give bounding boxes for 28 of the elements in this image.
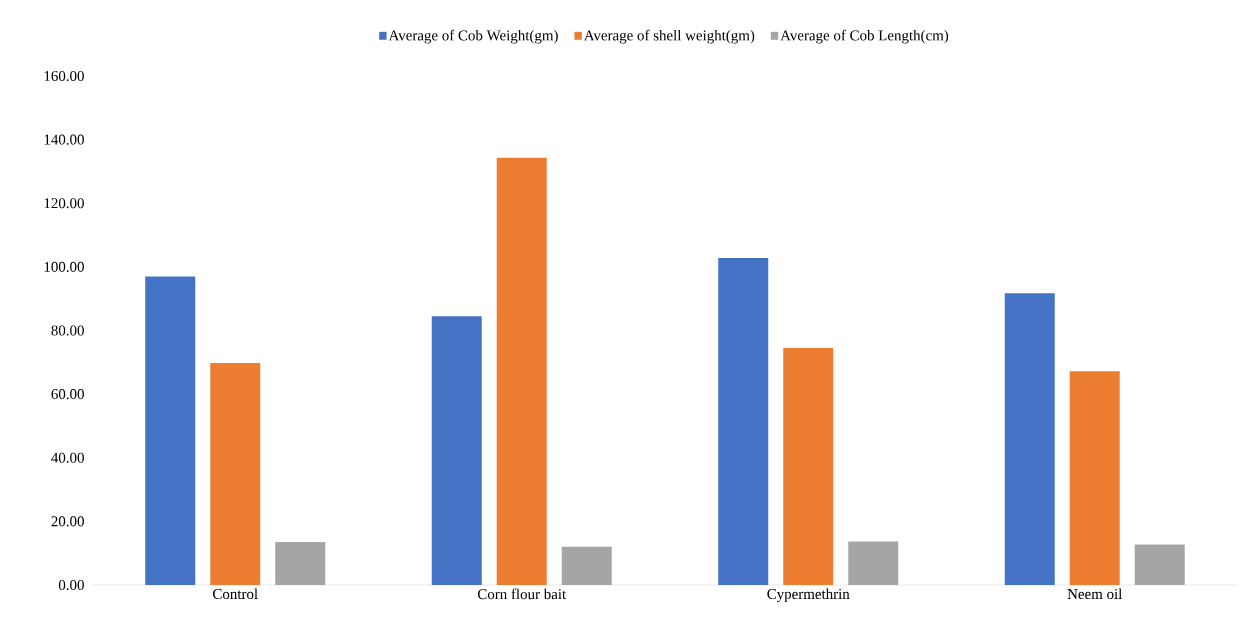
y-tick-label: 40.00 [51, 452, 84, 463]
bar [275, 542, 326, 585]
bar [496, 157, 547, 585]
bar [145, 276, 196, 585]
x-tick-label: Cypermethrin [767, 588, 850, 603]
x-tick-label: Control [213, 588, 258, 600]
bar [1069, 371, 1120, 585]
y-tick-label: 140.00 [44, 134, 84, 145]
bar [1134, 544, 1185, 585]
y-tick-label: 160.00 [44, 70, 84, 82]
y-tick-label: 20.00 [51, 516, 84, 527]
legend-label: Average of shell weight(gm) [583, 29, 755, 44]
legend-label: Average of Cob Length(cm) [780, 29, 949, 44]
y-tick-label: 80.00 [51, 325, 84, 336]
x-tick-label: Corn flour bait [477, 588, 567, 600]
x-tick-label: Neem oil [1067, 588, 1123, 600]
bar [783, 347, 834, 585]
y-tick-label: 60.00 [51, 389, 84, 400]
bar [1004, 293, 1055, 585]
bar [718, 257, 769, 585]
bar [210, 362, 261, 585]
legend-label: Average of Cob Weight(gm) [388, 29, 558, 44]
bar [561, 546, 612, 585]
y-tick-label: 120.00 [44, 198, 84, 209]
y-tick-label: 0.00 [58, 579, 84, 591]
bar [431, 316, 482, 585]
y-tick-label: 100.00 [44, 261, 84, 272]
bar [848, 541, 899, 585]
